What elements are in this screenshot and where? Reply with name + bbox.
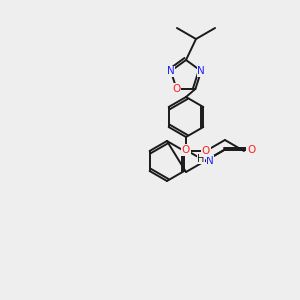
Text: N: N xyxy=(206,156,214,166)
Text: H: H xyxy=(197,154,205,164)
Text: N: N xyxy=(167,66,175,76)
Text: O: O xyxy=(247,145,255,155)
Text: O: O xyxy=(202,146,210,156)
Text: O: O xyxy=(182,145,190,155)
Text: O: O xyxy=(172,84,181,94)
Text: N: N xyxy=(197,66,205,76)
